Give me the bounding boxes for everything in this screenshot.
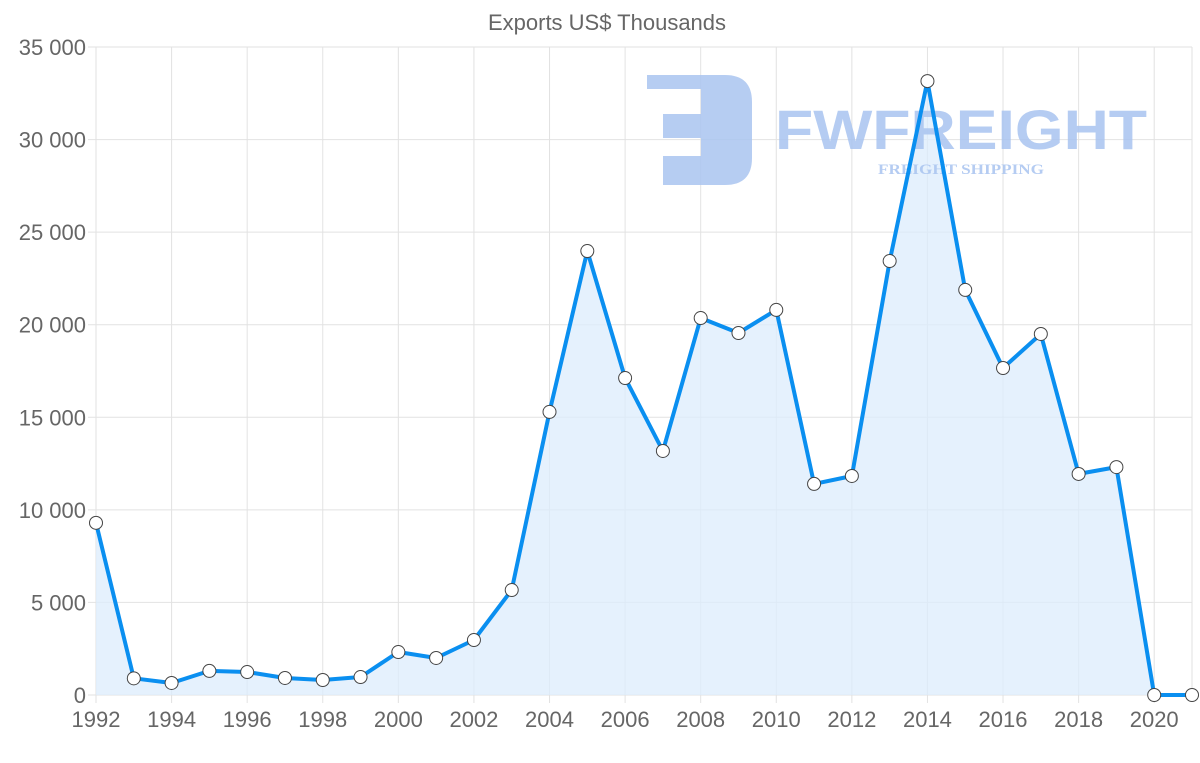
data-point-2013 xyxy=(882,254,897,269)
data-point-2001 xyxy=(429,650,444,665)
data-point-2000 xyxy=(391,645,406,660)
data-points xyxy=(89,74,1199,702)
y-axis: 0 5 000 10 000 15 000 20 000 25 000 30 000 35 0… xyxy=(19,35,86,708)
data-point-2005 xyxy=(580,244,595,259)
x-tick-label: 1996 xyxy=(223,707,272,732)
data-point-1996 xyxy=(240,665,255,680)
data-point-2007 xyxy=(655,443,670,458)
data-point-2006 xyxy=(618,371,633,386)
x-tick-label: 2014 xyxy=(903,707,952,732)
x-tick-label: 2002 xyxy=(449,707,498,732)
y-tick-label: 25 000 xyxy=(19,220,86,245)
x-tick-label: 2012 xyxy=(827,707,876,732)
data-point-2004 xyxy=(542,404,557,419)
watermark-brand: FWFREIGHT xyxy=(775,98,1147,161)
data-point-1994 xyxy=(164,675,179,690)
logo-mark-icon xyxy=(647,75,752,185)
data-point-2020 xyxy=(1147,688,1162,702)
x-tick-label: 2020 xyxy=(1130,707,1179,732)
x-tick-label: 1994 xyxy=(147,707,196,732)
data-point-1998 xyxy=(315,673,330,688)
data-point-2019 xyxy=(1109,460,1124,475)
data-point-2017 xyxy=(1033,326,1048,341)
y-tick-label: 35 000 xyxy=(19,35,86,60)
series-area-fill xyxy=(96,81,1192,696)
watermark-logo: FWFREIGHT FREIGHT SHIPPING xyxy=(647,75,1147,185)
data-point-1992 xyxy=(89,515,103,530)
data-point-2018 xyxy=(1071,466,1086,481)
y-tick-label: 20 000 xyxy=(19,313,86,338)
x-tick-label: 2000 xyxy=(374,707,423,732)
chart-title: Exports US$ Thousands xyxy=(488,10,726,35)
y-tick-label: 10 000 xyxy=(19,498,86,523)
x-tick-label: 2016 xyxy=(979,707,1028,732)
data-point-2021 xyxy=(1185,688,1199,702)
x-tick-label: 1998 xyxy=(298,707,347,732)
data-point-1993 xyxy=(126,671,141,686)
data-point-2014 xyxy=(920,74,935,89)
data-point-2002 xyxy=(466,633,481,648)
x-tick-label: 1992 xyxy=(72,707,121,732)
data-point-2015 xyxy=(958,282,973,297)
data-point-2012 xyxy=(844,468,859,483)
x-tick-label: 2004 xyxy=(525,707,574,732)
data-point-1995 xyxy=(202,663,217,678)
data-point-2008 xyxy=(693,311,708,326)
data-point-2009 xyxy=(731,326,746,341)
data-point-2010 xyxy=(769,302,784,317)
x-tick-label: 2010 xyxy=(752,707,801,732)
data-point-1997 xyxy=(277,670,292,685)
data-point-2003 xyxy=(504,583,519,598)
data-point-2016 xyxy=(996,361,1011,376)
x-tick-label: 2006 xyxy=(601,707,650,732)
x-tick-label: 2018 xyxy=(1054,707,1103,732)
watermark-tagline: FREIGHT SHIPPING xyxy=(878,162,1044,178)
data-point-1999 xyxy=(353,670,368,685)
y-tick-label: 15 000 xyxy=(19,405,86,430)
y-tick-label: 0 xyxy=(74,683,86,708)
data-point-2011 xyxy=(807,476,822,491)
y-tick-label: 5 000 xyxy=(31,590,86,615)
y-tick-label: 30 000 xyxy=(19,128,86,153)
x-axis: 1992 1994 1996 1998 2000 2002 2004 2006 2008 2010… xyxy=(72,707,1179,732)
x-tick-label: 2008 xyxy=(676,707,725,732)
